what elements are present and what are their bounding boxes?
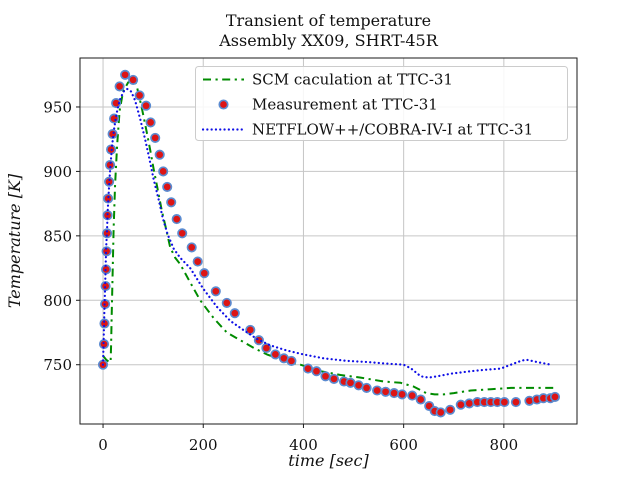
legend-sample-measurement-marker	[218, 99, 229, 110]
measurement-point	[221, 297, 232, 308]
chart-subtitle: Assembly XX09, SHRT-45R	[218, 31, 438, 50]
measurement-point	[141, 100, 152, 111]
y-tick-label: 950	[43, 98, 72, 116]
measurement-point	[455, 399, 466, 410]
measurement-point	[261, 342, 272, 354]
x-tick-label: 800	[490, 436, 519, 454]
scm-calculation-line	[102, 78, 554, 396]
legend-box	[195, 66, 568, 141]
measurement-point	[114, 81, 125, 92]
measurement-point	[171, 214, 182, 225]
measurement-point	[192, 256, 203, 267]
measurement-point	[150, 132, 161, 143]
measurement-point	[499, 397, 510, 408]
measurement-point	[345, 377, 356, 388]
measurement-point	[105, 159, 116, 171]
measurement-point	[104, 176, 115, 187]
y-tick-label: 800	[43, 292, 72, 310]
measurement-point	[210, 286, 221, 297]
measurement-point	[435, 407, 446, 418]
measurement-point	[389, 388, 400, 399]
measurement-point	[128, 74, 139, 85]
measurement-point	[407, 390, 418, 401]
measurement-point	[111, 98, 122, 109]
measurement-point	[464, 398, 475, 409]
x-tick-label: 400	[289, 436, 318, 454]
measurement-point	[154, 149, 165, 160]
x-tick-label: 600	[389, 436, 418, 454]
x-tick-label: 200	[189, 436, 218, 454]
measurement-point	[120, 69, 131, 80]
x-tick-label: 0	[98, 436, 108, 454]
measurement-point	[286, 355, 297, 366]
measurement-point	[549, 391, 561, 402]
legend-entry-label: SCM caculation at TTC-31	[252, 71, 453, 89]
measurement-point	[302, 363, 314, 374]
y-tick-label: 900	[43, 163, 72, 181]
measurement-point	[372, 385, 383, 396]
measurement-point	[186, 242, 197, 253]
legend-entry-label: Measurement at TTC-31	[252, 96, 438, 114]
measurement-point	[103, 193, 114, 204]
measurement-point	[145, 117, 156, 128]
measurement-point	[158, 166, 169, 177]
axes-frame	[79, 57, 578, 425]
measurement-point	[397, 389, 408, 400]
measurement-point	[510, 397, 521, 408]
y-tick-label: 750	[43, 356, 72, 374]
measurement-point	[361, 382, 372, 393]
measurement-point	[101, 246, 112, 257]
netflow-cobra-line	[101, 87, 552, 379]
measurement-point	[177, 228, 188, 239]
measurement-point	[415, 394, 426, 405]
measurement-point	[380, 386, 391, 397]
measurement-point	[134, 90, 145, 101]
measurement-point	[311, 366, 322, 377]
measurement-point	[229, 308, 240, 319]
measurement-point	[328, 373, 340, 384]
y-axis-label: Temperature [K]	[5, 173, 24, 308]
measurement-point	[353, 380, 364, 391]
measurement-point	[166, 197, 177, 208]
x-axis-label: time [sec]	[288, 451, 369, 470]
measurement-point	[320, 371, 331, 382]
measurement-point	[102, 228, 113, 239]
measurement-point	[199, 268, 210, 279]
measurement-point	[445, 404, 456, 415]
measurement-point	[270, 349, 281, 360]
measurement-point	[99, 318, 110, 329]
measurement-point	[162, 181, 173, 192]
chart-title: Transient of temperature	[226, 11, 431, 30]
measurement-point	[107, 128, 118, 140]
legend-entry-label: NETFLOW++/COBRA-IV-I at TTC-31	[252, 121, 533, 139]
y-tick-label: 850	[43, 227, 72, 245]
